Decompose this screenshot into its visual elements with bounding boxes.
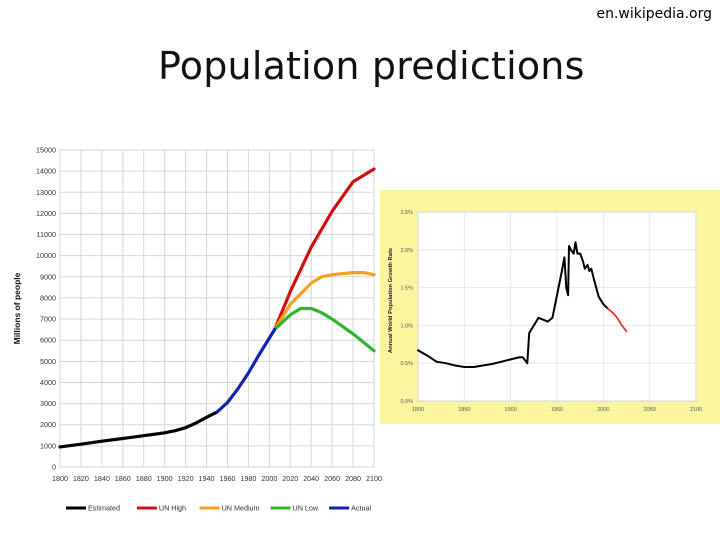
population-projection-chart: 1800 1820 1840 1860 1880 1900 1920 1940 1960 1980…: [12, 146, 382, 513]
x-tick-label: 1820: [73, 474, 89, 483]
legend-label: Actual: [351, 504, 371, 513]
x-tick-label: 2050: [644, 407, 656, 413]
y-tick-label: 6000: [40, 336, 56, 345]
y-tick-label: 13000: [36, 188, 56, 197]
x-tick-label: 2060: [324, 474, 340, 483]
x-tick-label: 1840: [94, 474, 110, 483]
y-tick-label: 2.5%: [400, 210, 413, 216]
x-tick-label: 1960: [219, 474, 235, 483]
series-line-estimated: [58, 410, 219, 449]
series-line-un-medium: [273, 271, 376, 332]
y-tick-label: 4000: [40, 378, 56, 387]
x-tick-label: 1940: [199, 474, 215, 483]
y-tick-label: 15000: [36, 146, 56, 155]
y-axis-label: Annual World Population Growth Rate: [388, 247, 394, 353]
y-tick-label: 2.0%: [400, 248, 413, 254]
y-tick-label: 0.5%: [400, 361, 413, 367]
legend-label: UN Low: [293, 504, 319, 513]
y-tick-label: 10000: [36, 251, 56, 260]
slide-title: Population predictions: [158, 44, 585, 88]
y-tick-label: 14000: [36, 167, 56, 176]
x-tick-label: 1800: [412, 407, 424, 413]
y-tick-label: 1.5%: [400, 286, 413, 292]
series-line-un-high: [273, 167, 376, 332]
y-tick-label: 7000: [40, 315, 56, 324]
x-tick-label: 2040: [303, 474, 319, 483]
y-tick-label: 1.0%: [400, 323, 413, 329]
plot-area: [59, 149, 375, 468]
x-tick-label: 2100: [690, 407, 702, 413]
y-tick-label: 5000: [40, 357, 56, 366]
y-tick-label: 11000: [37, 230, 56, 239]
growth-rate-chart: 1800 1850 1900 1950 2000 2050 2100 0.0% 0.5% 1.0%…: [380, 190, 720, 424]
series-line-un-low: [273, 306, 376, 353]
x-tick-label: 1900: [157, 474, 173, 483]
series-line-historical: [417, 241, 609, 368]
legend-label: UN Medium: [222, 504, 260, 513]
y-tick-label: 12000: [36, 209, 56, 218]
y-tick-label: 2000: [40, 420, 56, 429]
y-tick-label: 1000: [40, 441, 56, 450]
x-tick-label: 1980: [240, 474, 256, 483]
y-tick-label: 9000: [40, 272, 56, 281]
x-tick-label: 1920: [178, 474, 194, 483]
x-tick-label: 1800: [52, 474, 68, 483]
x-tick-label: 1860: [115, 474, 131, 483]
series-line-actual: [215, 328, 277, 414]
x-tick-label: 1900: [505, 407, 517, 413]
x-tick-label: 2100: [366, 474, 382, 483]
x-tick-label: 2000: [261, 474, 277, 483]
x-tick-label: 1950: [551, 407, 563, 413]
y-tick-label: 0.0%: [400, 399, 413, 405]
source-caption: en.wikipedia.org: [596, 6, 712, 22]
x-tick-label: 2080: [345, 474, 361, 483]
series-line-projected: [607, 307, 628, 333]
x-tick-label: 2000: [597, 407, 609, 413]
x-tick-label: 1880: [136, 474, 152, 483]
x-tick-label: 1850: [458, 407, 470, 413]
y-tick-label: 0: [52, 463, 56, 472]
legend-label: Estimated: [88, 504, 120, 513]
y-axis-label: Millions of people: [12, 272, 22, 344]
y-tick-label: 3000: [40, 399, 56, 408]
y-tick-label: 8000: [40, 293, 56, 302]
legend-label: UN High: [159, 504, 186, 513]
x-tick-label: 2020: [282, 474, 298, 483]
